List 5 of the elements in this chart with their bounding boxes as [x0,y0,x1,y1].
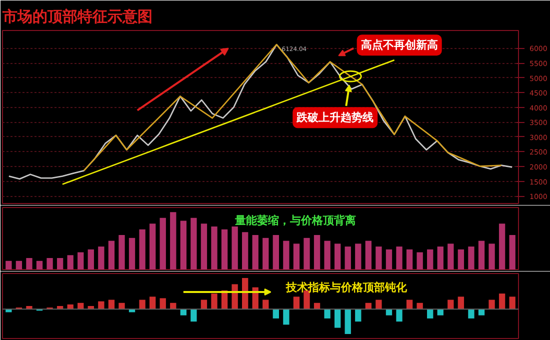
annotation: 跌破上升趋势线 [296,111,374,124]
chart-title: 市场的顶部特征示意图 [2,8,152,26]
annotation: 量能萎缩，与价格顶背离 [234,214,356,227]
annotation: 高点不再创新高 [360,38,438,52]
annotation: 技术指标与价格顶部钝化 [285,281,408,294]
